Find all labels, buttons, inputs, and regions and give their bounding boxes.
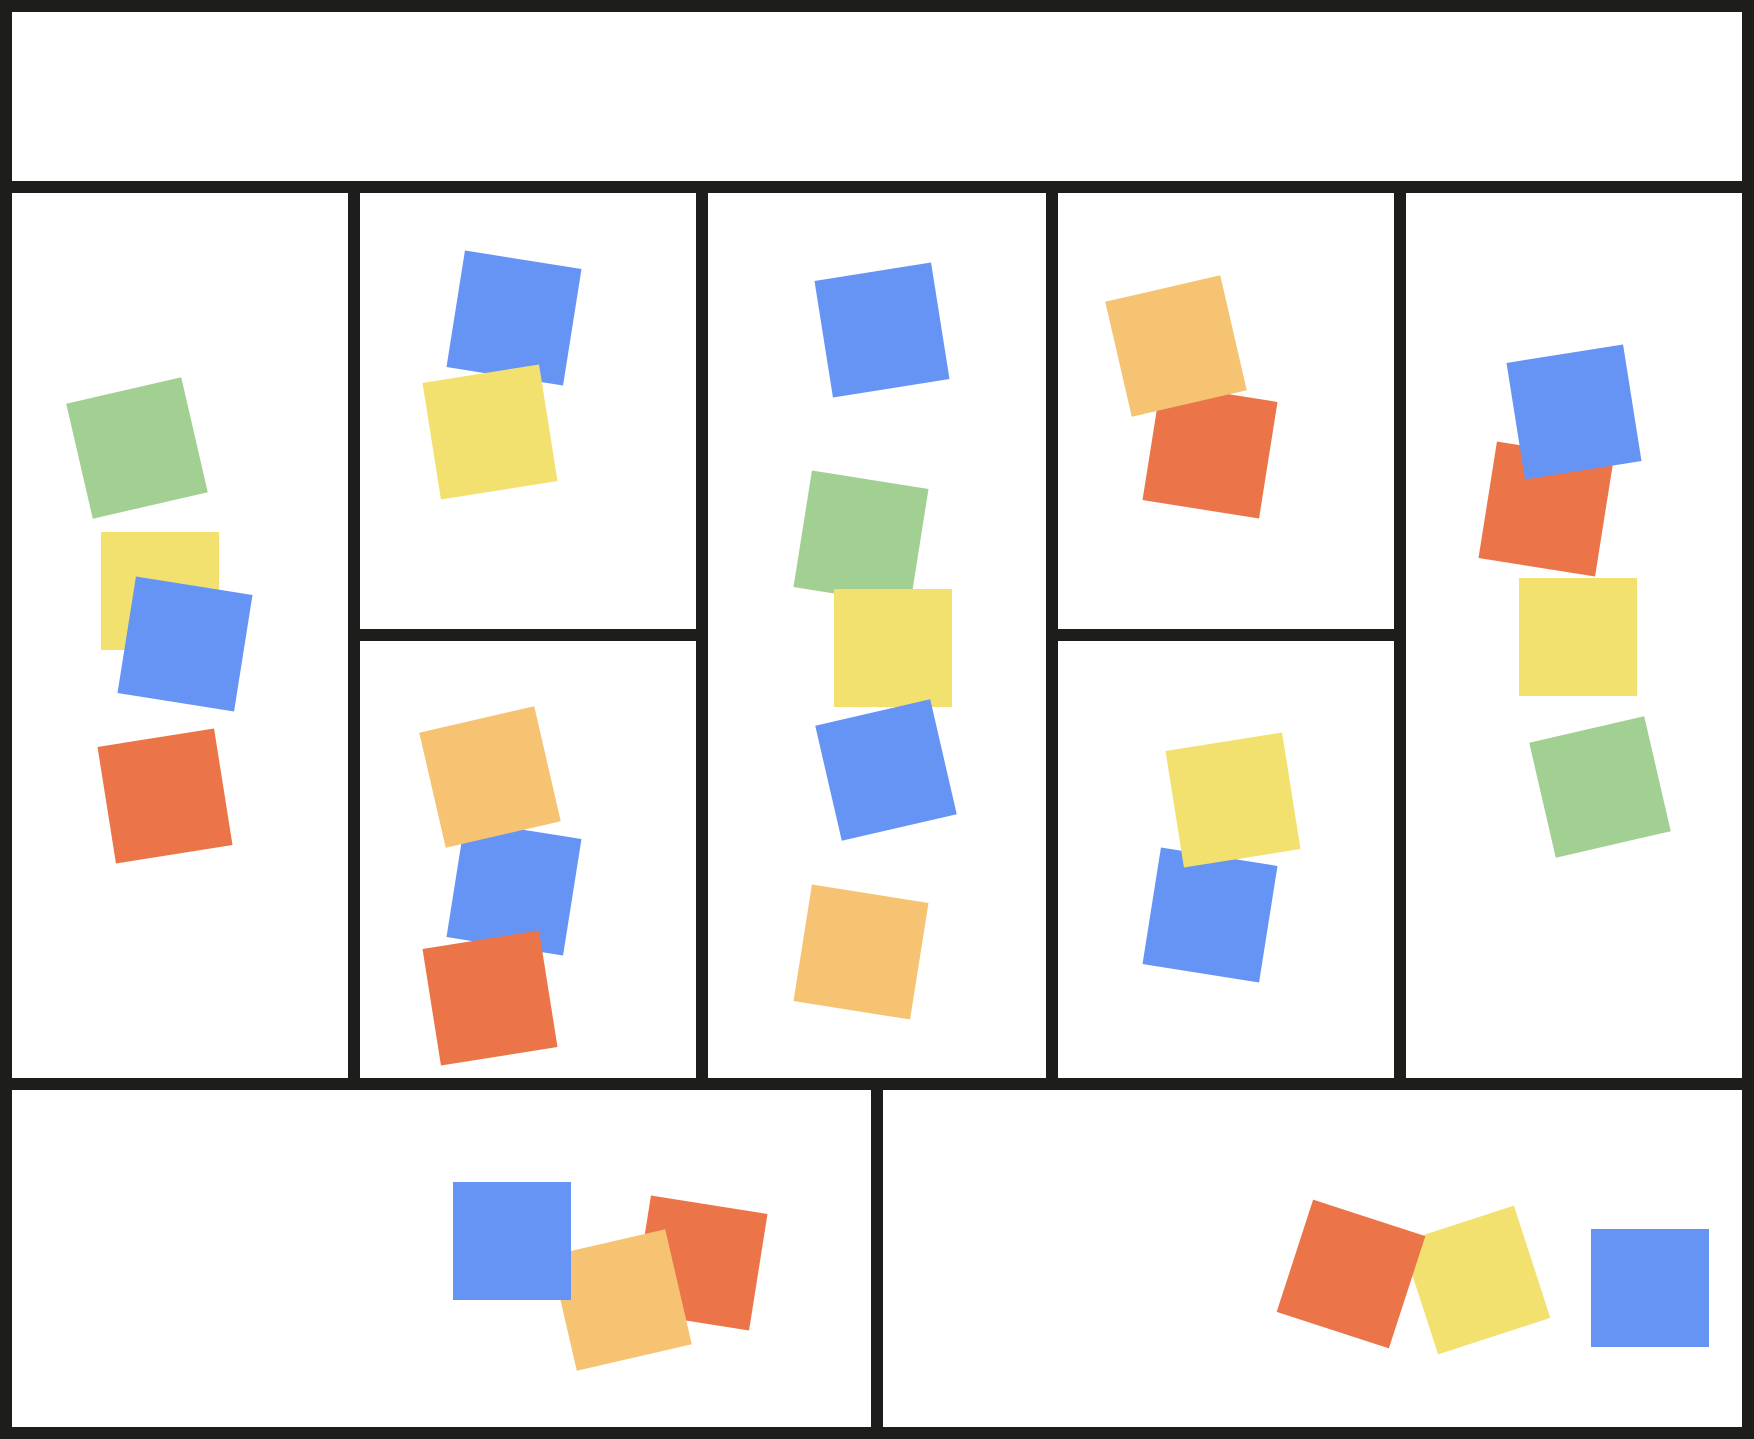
divider-col-3 [1046,181,1058,1090]
divider-col-2 [696,181,708,1090]
sticky-note-green[interactable] [793,470,929,606]
sticky-note-blue[interactable] [1506,344,1642,480]
sticky-note-blue[interactable] [1591,1229,1709,1347]
divider-col2-split [354,629,708,641]
sticky-note-blue[interactable] [815,699,957,841]
sticky-note-blue[interactable] [446,250,582,386]
sticky-note-red[interactable] [97,728,233,864]
sticky-note-yellow[interactable] [1519,578,1637,696]
sticky-note-orange[interactable] [793,884,929,1020]
frame-right [1742,0,1754,1439]
sticky-note-yellow[interactable] [1165,732,1301,868]
divider-col-1 [348,181,360,1090]
divider-col-4 [1394,181,1406,1090]
sticky-note-red[interactable] [1276,1199,1426,1349]
divider-col4-split [1052,629,1406,641]
sticky-note-green[interactable] [1529,716,1671,858]
sticky-note-yellow[interactable] [834,589,952,707]
sticky-note-blue[interactable] [1142,847,1278,983]
sticky-note-green[interactable] [66,377,208,519]
divider-top-row [0,181,1754,193]
frame-top [0,0,1754,12]
sticky-note-blue[interactable] [117,576,253,712]
divider-bottom-split [871,1078,883,1439]
sticky-note-orange[interactable] [419,706,561,848]
sticky-note-yellow[interactable] [422,364,558,500]
frame-left [0,0,12,1439]
sticky-note-blue[interactable] [814,262,950,398]
sticky-note-red[interactable] [422,930,558,1066]
sticky-note-blue[interactable] [453,1182,571,1300]
sticky-note-yellow[interactable] [1401,1205,1551,1355]
